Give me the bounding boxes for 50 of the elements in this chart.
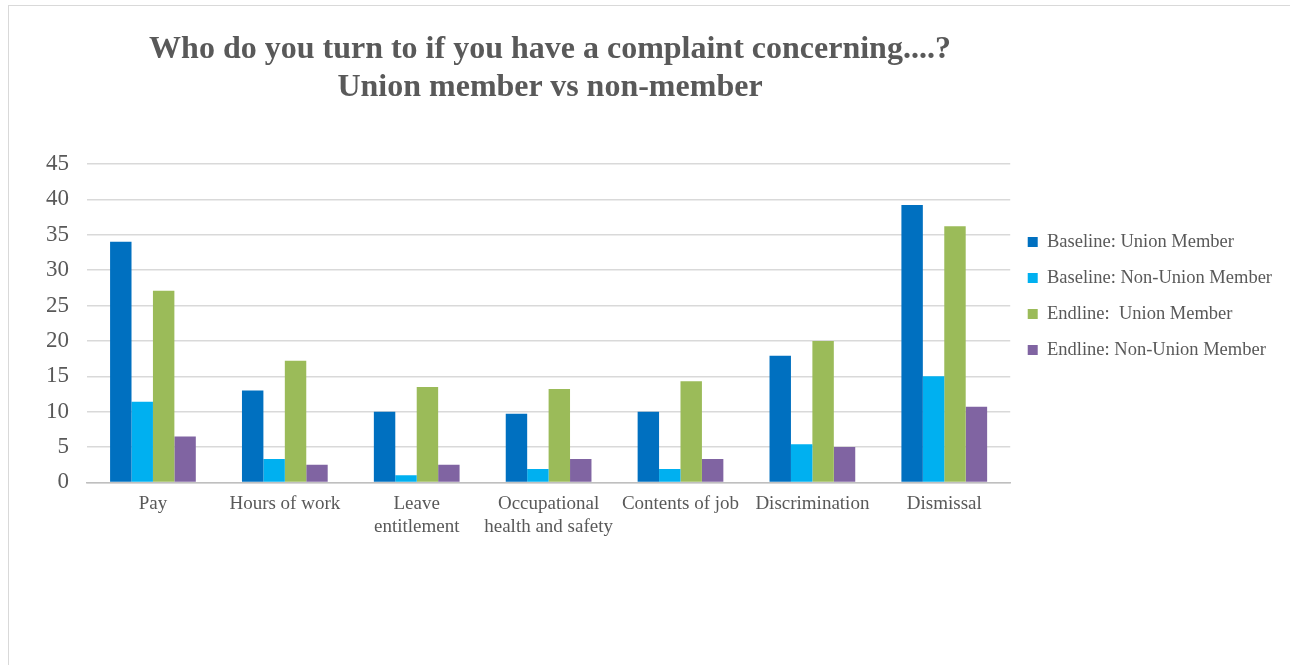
y-tick-label: 25 [46,291,69,317]
bar [110,241,132,482]
bar [416,386,439,482]
y-tick-label: 35 [46,220,69,246]
y-tick-label: 0 [57,468,69,494]
y-tick-label: 45 [46,150,69,176]
y-tick-label: 20 [46,326,69,352]
bar [438,464,460,482]
legend-label: Endline: Union Member [1046,302,1233,323]
y-tick-label: 10 [46,397,69,423]
bar [505,413,528,482]
bar [790,444,813,482]
bar [263,459,285,482]
bar [659,468,681,482]
legend-label: Baseline: Union Member [1046,230,1234,251]
bar [812,340,834,482]
y-tick-label: 5 [57,433,69,459]
bar [152,290,175,482]
bar [570,459,592,482]
legend-label: Endline: Non-Union Member [1046,338,1266,359]
bar [527,468,549,482]
y-tick-label: 40 [46,185,69,211]
bar [637,411,660,482]
bar [241,390,264,482]
bar [833,447,856,482]
y-tick-label: 30 [46,256,69,282]
y-tick-label: 15 [46,362,69,388]
x-tick-label: Dismissal [906,491,982,513]
x-tick-label: Occupational health and safety [484,491,614,536]
chart-title: Who do you turn to if you have a complaint concerning....? Union member vs non-member [148,28,952,104]
x-tick-label: Leave entitlement [373,491,461,536]
x-tick-label: Contents of job [621,491,740,513]
bar [548,389,571,482]
bar [944,226,966,482]
bar [680,381,702,482]
bar [901,205,923,482]
legend-label: Baseline: Non-Union Member [1046,266,1273,287]
bar [373,411,396,482]
bar [965,406,988,482]
x-tick-label: Discrimination [755,491,870,513]
bar [131,401,153,482]
bar [174,436,196,482]
bar [922,376,945,482]
bar [769,355,791,482]
bar [306,464,328,482]
x-tick-label: Pay [138,491,168,513]
bar [395,475,417,482]
bar [284,360,307,482]
x-tick-label: Hours of work [229,491,341,513]
bar [701,459,724,482]
